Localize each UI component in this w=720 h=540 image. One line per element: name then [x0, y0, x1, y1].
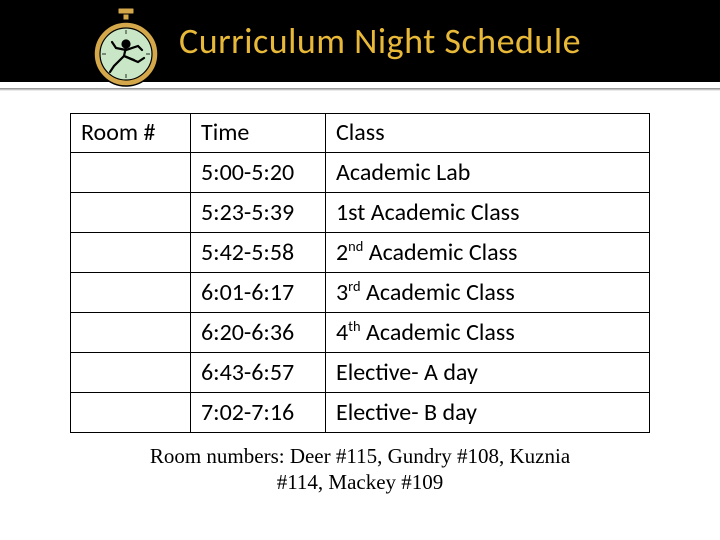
page-title: Curriculum Night Schedule — [179, 19, 581, 63]
cell-room — [71, 193, 191, 233]
col-header-class: Class — [326, 114, 650, 153]
cell-time: 6:20-6:36 — [191, 313, 326, 353]
cell-room — [71, 273, 191, 313]
cell-class: 1st Academic Class — [326, 193, 650, 233]
col-header-room: Room # — [71, 114, 191, 153]
cell-time: 6:43-6:57 — [191, 353, 326, 393]
col-header-time: Time — [191, 114, 326, 153]
cell-class: 2nd Academic Class — [326, 233, 650, 273]
room-numbers-footnote: Room numbers: Deer #115, Gundry #108, Ku… — [130, 443, 590, 496]
content-area: Room # Time Class 5:00-5:20 Academic Lab… — [0, 91, 720, 496]
cell-time: 5:42-5:58 — [191, 233, 326, 273]
cell-room — [71, 393, 191, 433]
cell-class: Academic Lab — [326, 153, 650, 193]
table-row: 5:42-5:58 2nd Academic Class — [71, 233, 650, 273]
stopwatch-runner-icon — [90, 8, 162, 96]
table-row: 6:01-6:17 3rd Academic Class — [71, 273, 650, 313]
table-header-row: Room # Time Class — [71, 114, 650, 153]
cell-class: Elective- A day — [326, 353, 650, 393]
table-row: 6:43-6:57 Elective- A day — [71, 353, 650, 393]
header-band: Curriculum Night Schedule — [0, 0, 720, 82]
cell-time: 6:01-6:17 — [191, 273, 326, 313]
cell-room — [71, 153, 191, 193]
table-row: 6:20-6:36 4th Academic Class — [71, 313, 650, 353]
cell-time: 5:00-5:20 — [191, 153, 326, 193]
cell-time: 7:02-7:16 — [191, 393, 326, 433]
table-row: 5:00-5:20 Academic Lab — [71, 153, 650, 193]
cell-room — [71, 353, 191, 393]
cell-room — [71, 233, 191, 273]
cell-room — [71, 313, 191, 353]
table-row: 7:02-7:16 Elective- B day — [71, 393, 650, 433]
cell-class: 3rd Academic Class — [326, 273, 650, 313]
cell-class: Elective- B day — [326, 393, 650, 433]
schedule-table-body: Room # Time Class 5:00-5:20 Academic Lab… — [71, 114, 650, 433]
schedule-table: Room # Time Class 5:00-5:20 Academic Lab… — [70, 113, 650, 433]
cell-time: 5:23-5:39 — [191, 193, 326, 233]
cell-class: 4th Academic Class — [326, 313, 650, 353]
table-row: 5:23-5:39 1st Academic Class — [71, 193, 650, 233]
